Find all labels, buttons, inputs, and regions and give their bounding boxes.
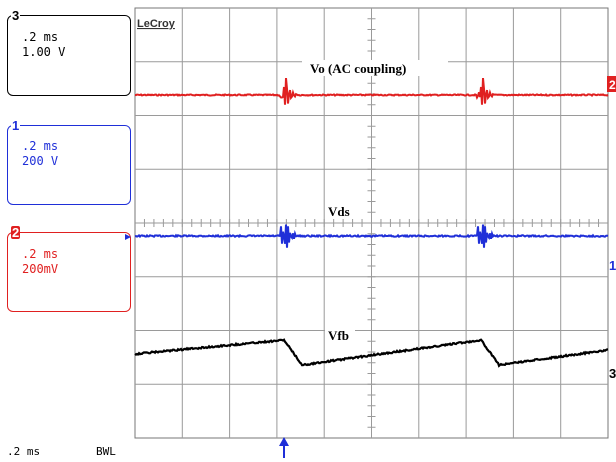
vo-label: Vo (AC coupling) (310, 61, 406, 76)
channel-2-number: 2 (11, 225, 21, 240)
vfb-label-bg (325, 328, 355, 343)
channel-3-panel[interactable]: 3 .2 ms 1.00 V (7, 9, 131, 96)
channel-3-number: 3 (11, 8, 21, 23)
channel-1-timebase: .2 ms (22, 139, 59, 153)
vo-label-bg (302, 60, 448, 76)
status-bwl: BWL (96, 445, 116, 458)
channel-1-panel[interactable]: 1 .2 ms 200 V (7, 119, 131, 205)
brand-logo: LeCroy (137, 18, 176, 30)
ch1-right-marker-label: 1 (609, 258, 616, 273)
channel-3-scale: 1.00 V (22, 45, 66, 59)
ch3-right-marker[interactable]: 3 (609, 366, 616, 381)
ch2-right-marker[interactable]: 2 (607, 76, 616, 92)
channel-2-panel[interactable]: 2 .2 ms 200mV (7, 226, 131, 312)
channel-1-scale: 200 V (22, 154, 59, 168)
channel-2-scale: 200mV (22, 262, 59, 276)
vfb-trace (134, 338, 609, 368)
ch1-right-marker[interactable]: 1 (609, 258, 616, 273)
vds-label-bg (326, 204, 356, 218)
vfb-label: Vfb (328, 328, 349, 343)
channel-2-timebase: .2 ms (22, 247, 59, 261)
vo-trace (134, 78, 609, 105)
ch1-ground-marker-icon[interactable] (125, 234, 131, 240)
channel-3-timebase: .2 ms (22, 30, 59, 44)
ch2-right-marker-label: 2 (609, 78, 616, 92)
ch3-right-marker-label: 3 (609, 366, 616, 381)
trigger-position-arrow-icon[interactable] (279, 437, 289, 458)
vds-trace (134, 224, 609, 248)
channel-1-number: 1 (11, 118, 21, 133)
vds-label: Vds (328, 204, 350, 219)
status-timebase: .2 ms (7, 445, 41, 458)
